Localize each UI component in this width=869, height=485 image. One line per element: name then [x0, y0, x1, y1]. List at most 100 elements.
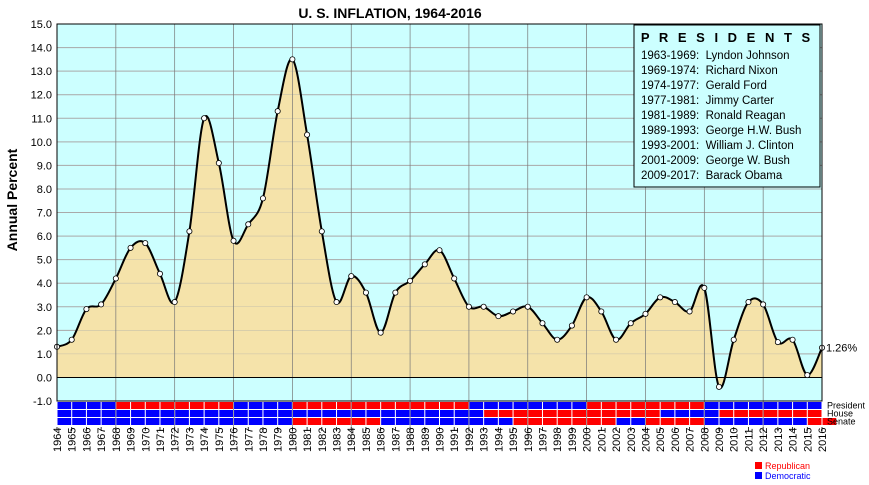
party-cell [469, 410, 484, 417]
x-tick-label: 1970 [140, 428, 152, 452]
party-cell [454, 410, 469, 417]
x-tick-label: 2006 [670, 428, 682, 452]
x-tick-label: 1993 [479, 428, 491, 452]
inflation-area [57, 59, 822, 389]
data-point-1997 [539, 320, 546, 327]
x-tick-label: 1979 [273, 428, 285, 452]
party-cell [542, 418, 557, 425]
x-tick-label: 1991 [449, 428, 461, 452]
president-entry: 1981-1989: Ronald Reagan [641, 110, 786, 122]
party-cell [219, 418, 234, 425]
party-cell [440, 410, 454, 417]
data-point-2004 [642, 310, 649, 317]
x-tick-label: 1987 [390, 428, 402, 452]
party-cell [410, 410, 425, 417]
party-cell [351, 410, 366, 417]
party-cell [469, 402, 484, 409]
party-cell [322, 410, 337, 417]
party-cell [440, 402, 454, 409]
x-tick-label: 1975 [214, 428, 226, 452]
party-cell [72, 410, 86, 417]
y-tick-label: 7.0 [37, 208, 52, 220]
party-cell [704, 402, 719, 409]
x-tick-label: 1982 [317, 428, 329, 452]
party-cell [513, 410, 528, 417]
x-tick-label: 1992 [464, 428, 476, 452]
party-cell [204, 410, 219, 417]
party-cell [410, 418, 425, 425]
x-tick-label: 1983 [332, 428, 344, 452]
party-cell [675, 410, 690, 417]
party-cell [351, 418, 366, 425]
party-cell [278, 410, 292, 417]
data-point-1978 [259, 195, 266, 202]
x-tick-label: 2013 [773, 428, 785, 452]
x-tick-label: 1989 [420, 428, 432, 452]
party-cell [57, 402, 72, 409]
inflation-line [56, 58, 823, 389]
party-cell [645, 418, 660, 425]
president-entry: 2009-2017: Barack Obama [641, 170, 783, 182]
party-cell [337, 402, 351, 409]
y-tick-label: 1.0 [37, 349, 52, 361]
x-tick-label: 1967 [96, 428, 108, 452]
party-cell [204, 402, 219, 409]
party-cell [704, 418, 719, 425]
data-point-2009 [716, 383, 723, 390]
party-cell [587, 410, 601, 417]
data-point-2011 [745, 299, 752, 306]
data-point-1984 [348, 273, 355, 280]
party-cell [601, 402, 616, 409]
data-point-2006 [671, 299, 678, 306]
party-cell [248, 418, 263, 425]
y-tick-label: 2.0 [37, 325, 52, 337]
party-cell [807, 418, 822, 425]
x-tick-label: 1986 [376, 428, 388, 452]
party-cell [116, 418, 131, 425]
party-cell [381, 402, 395, 409]
party-cell [116, 410, 131, 417]
data-point-1992 [465, 303, 472, 310]
data-point-2005 [657, 294, 664, 301]
party-cell [748, 410, 763, 417]
data-point-2001 [598, 308, 605, 315]
data-point-1967 [98, 301, 105, 308]
president-entry: 1993-2001: William J. Clinton [641, 140, 794, 152]
party-cell [337, 410, 351, 417]
party-cell [86, 418, 101, 425]
party-cell [631, 410, 645, 417]
party-cell [572, 418, 587, 425]
party-cell [719, 410, 734, 417]
party-cell [278, 418, 292, 425]
party-cell [307, 418, 322, 425]
party-cell [616, 410, 631, 417]
party-cell [425, 402, 439, 409]
party-cell [131, 418, 145, 425]
party-cell [675, 418, 690, 425]
party-cell [498, 410, 513, 417]
x-tick-label: 1990 [435, 428, 447, 452]
party-cell [734, 418, 748, 425]
data-point-1989 [421, 261, 428, 268]
party-row-label: Senate [827, 417, 856, 427]
x-tick-label: 2005 [655, 428, 667, 452]
x-tick-label: 2009 [714, 428, 726, 452]
x-tick-label: 2000 [582, 428, 594, 452]
legend-swatch [755, 472, 762, 479]
party-cell [175, 418, 189, 425]
y-tick-label: 8.0 [37, 184, 52, 196]
party-cell [513, 402, 528, 409]
party-cell [572, 402, 587, 409]
data-point-1980 [289, 56, 296, 63]
party-cell [160, 402, 175, 409]
party-cell [778, 402, 793, 409]
party-cell [557, 410, 572, 417]
party-cell [734, 402, 748, 409]
party-cell [631, 418, 645, 425]
party-cell [601, 410, 616, 417]
x-tick-label: 1976 [229, 428, 241, 452]
party-cell [189, 418, 204, 425]
party-cell [528, 402, 542, 409]
